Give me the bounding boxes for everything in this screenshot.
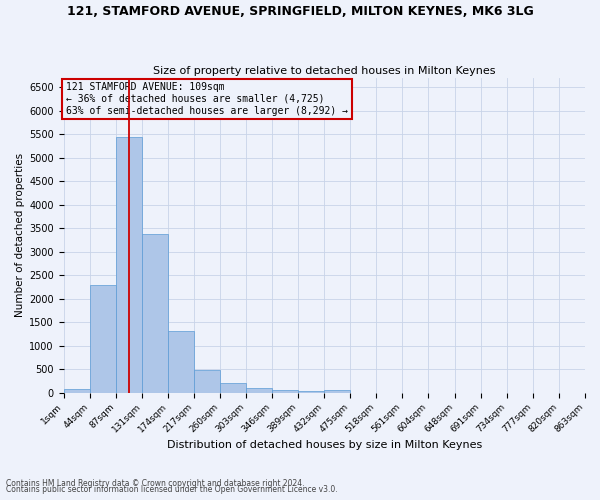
Bar xyxy=(194,370,220,392)
Y-axis label: Number of detached properties: Number of detached properties xyxy=(15,153,25,317)
Bar xyxy=(298,391,325,392)
Bar xyxy=(272,390,298,392)
Text: 121, STAMFORD AVENUE, SPRINGFIELD, MILTON KEYNES, MK6 3LG: 121, STAMFORD AVENUE, SPRINGFIELD, MILTO… xyxy=(67,5,533,18)
Bar xyxy=(142,234,168,392)
X-axis label: Distribution of detached houses by size in Milton Keynes: Distribution of detached houses by size … xyxy=(167,440,482,450)
Text: Contains HM Land Registry data © Crown copyright and database right 2024.: Contains HM Land Registry data © Crown c… xyxy=(6,478,305,488)
Text: 121 STAMFORD AVENUE: 109sqm
← 36% of detached houses are smaller (4,725)
63% of : 121 STAMFORD AVENUE: 109sqm ← 36% of det… xyxy=(66,82,348,116)
Bar xyxy=(89,284,116,393)
Bar xyxy=(64,389,89,392)
Text: Contains public sector information licensed under the Open Government Licence v3: Contains public sector information licen… xyxy=(6,485,338,494)
Bar xyxy=(168,331,194,392)
Title: Size of property relative to detached houses in Milton Keynes: Size of property relative to detached ho… xyxy=(153,66,496,76)
Bar xyxy=(246,388,272,392)
Bar xyxy=(325,390,350,392)
Bar xyxy=(116,138,142,392)
Bar xyxy=(220,384,246,392)
